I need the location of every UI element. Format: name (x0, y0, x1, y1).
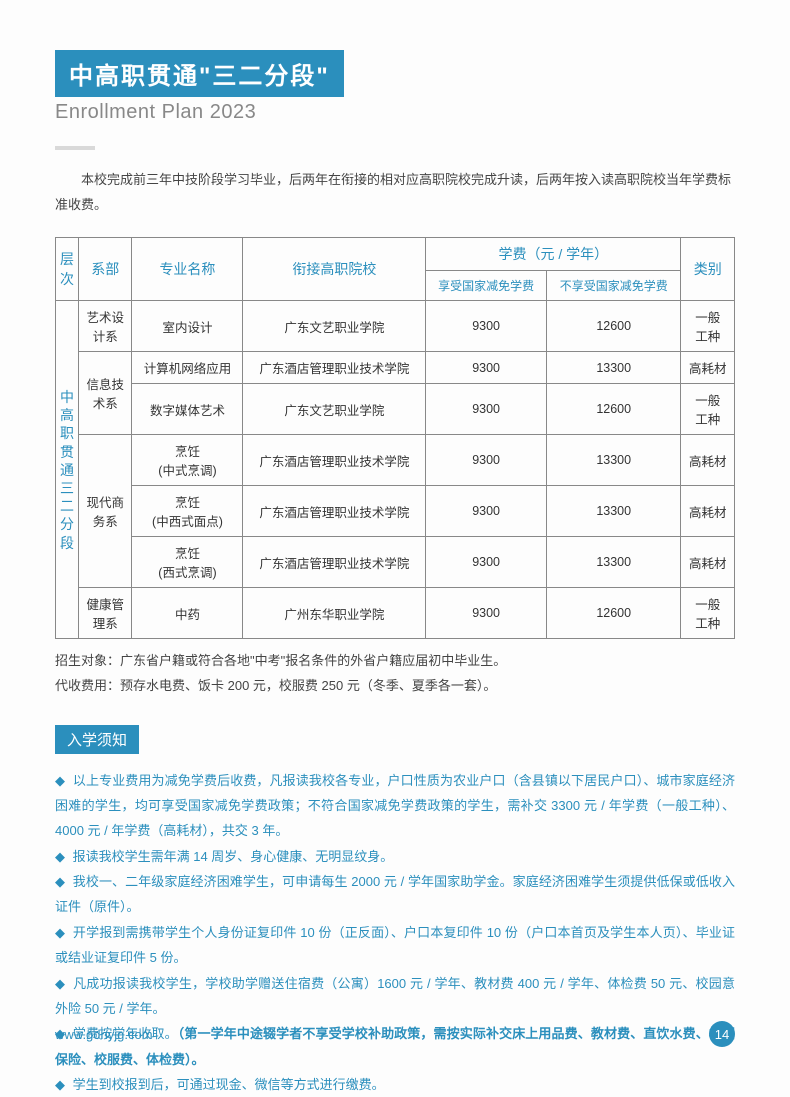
notice-heading: 入学须知 (55, 725, 139, 754)
table-row: 数字媒体艺术广东文艺职业学院930012600一般工种 (56, 384, 735, 435)
notice-item: ◆ 学生到校报到后，可通过现金、微信等方式进行缴费。 (55, 1072, 735, 1097)
major-cell: 烹饪(西式烹调) (132, 537, 243, 588)
category-cell: 高耗材 (681, 486, 735, 537)
fee1-cell: 9300 (426, 486, 547, 537)
notice-list: ◆ 以上专业费用为减免学费后收费，凡报读我校各专业，户口性质为农业户口（含县镇以… (55, 768, 735, 1097)
major-cell: 数字媒体艺术 (132, 384, 243, 435)
post-table-notes: 招生对象：广东省户籍或符合各地"中考"报名条件的外省户籍应届初中毕业生。 代收费… (55, 649, 735, 698)
th-category: 类别 (681, 238, 735, 301)
divider (55, 146, 95, 150)
category-cell: 高耗材 (681, 537, 735, 588)
table-row: 烹饪(西式烹调)广东酒店管理职业技术学院930013300高耗材 (56, 537, 735, 588)
fee2-cell: 13300 (546, 486, 681, 537)
page-number: 14 (709, 1021, 735, 1047)
fee1-cell: 9300 (426, 301, 547, 352)
title-english: Enrollment Plan 2023 (55, 101, 735, 124)
major-cell: 室内设计 (132, 301, 243, 352)
category-cell: 一般工种 (681, 384, 735, 435)
college-cell: 广东酒店管理职业技术学院 (243, 435, 426, 486)
notice-item: ◆ 以上专业费用为减免学费后收费，凡报读我校各专业，户口性质为农业户口（含县镇以… (55, 768, 735, 844)
fee2-cell: 12600 (546, 384, 681, 435)
note-line: 招生对象：广东省户籍或符合各地"中考"报名条件的外省户籍应届初中毕业生。 (55, 649, 735, 674)
fee1-cell: 9300 (426, 537, 547, 588)
title-chinese: 中高职贯通"三二分段" (55, 50, 344, 97)
th-major: 专业名称 (132, 238, 243, 301)
college-cell: 广东酒店管理职业技术学院 (243, 352, 426, 384)
fee2-cell: 12600 (546, 588, 681, 639)
footer-url: www.gdnyjg.com (55, 1027, 153, 1042)
table-row: 中高职贯通三二分段艺术设计系室内设计广东文艺职业学院930012600一般工种 (56, 301, 735, 352)
table-row: 现代商务系烹饪(中式烹调)广东酒店管理职业技术学院930013300高耗材 (56, 435, 735, 486)
dept-cell: 现代商务系 (79, 435, 132, 588)
category-cell: 一般工种 (681, 301, 735, 352)
notice-item: ◆ 我校一、二年级家庭经济困难学生，可申请每生 2000 元 / 学年国家助学金… (55, 869, 735, 920)
fee1-cell: 9300 (426, 435, 547, 486)
fee1-cell: 9300 (426, 384, 547, 435)
th-level: 层次 (56, 238, 79, 301)
notice-item: ◆ 开学报到需携带学生个人身份证复印件 10 份（正反面）、户口本复印件 10 … (55, 920, 735, 971)
category-cell: 一般工种 (681, 588, 735, 639)
th-fee: 学费（元 / 学年） (426, 238, 681, 271)
college-cell: 广东文艺职业学院 (243, 384, 426, 435)
dept-cell: 艺术设计系 (79, 301, 132, 352)
fee1-cell: 9300 (426, 588, 547, 639)
th-dept: 系部 (79, 238, 132, 301)
th-fee-sub2: 不享受国家减免学费 (546, 271, 681, 301)
fee1-cell: 9300 (426, 352, 547, 384)
dept-cell: 健康管理系 (79, 588, 132, 639)
major-cell: 计算机网络应用 (132, 352, 243, 384)
college-cell: 广州东华职业学院 (243, 588, 426, 639)
college-cell: 广东酒店管理职业技术学院 (243, 486, 426, 537)
college-cell: 广东文艺职业学院 (243, 301, 426, 352)
table-row: 健康管理系中药广州东华职业学院930012600一般工种 (56, 588, 735, 639)
fee2-cell: 12600 (546, 301, 681, 352)
th-college: 衔接高职院校 (243, 238, 426, 301)
category-cell: 高耗材 (681, 352, 735, 384)
intro-paragraph: 本校完成前三年中技阶段学习毕业，后两年在衔接的相对应高职院校完成升读，后两年按入… (55, 168, 735, 217)
notice-item: ◆ 凡成功报读我校学生，学校助学赠送住宿费（公寓）1600 元 / 学年、教材费… (55, 971, 735, 1022)
fee2-cell: 13300 (546, 352, 681, 384)
category-cell: 高耗材 (681, 435, 735, 486)
major-cell: 烹饪(中式烹调) (132, 435, 243, 486)
table-row: 信息技术系计算机网络应用广东酒店管理职业技术学院930013300高耗材 (56, 352, 735, 384)
major-cell: 中药 (132, 588, 243, 639)
th-fee-sub1: 享受国家减免学费 (426, 271, 547, 301)
fee2-cell: 13300 (546, 537, 681, 588)
table-row: 烹饪(中西式面点)广东酒店管理职业技术学院930013300高耗材 (56, 486, 735, 537)
notice-item: ◆ 报读我校学生需年满 14 周岁、身心健康、无明显纹身。 (55, 844, 735, 869)
college-cell: 广东酒店管理职业技术学院 (243, 537, 426, 588)
major-cell: 烹饪(中西式面点) (132, 486, 243, 537)
enrollment-table: 层次 系部 专业名称 衔接高职院校 学费（元 / 学年） 类别 享受国家减免学费… (55, 237, 735, 639)
fee2-cell: 13300 (546, 435, 681, 486)
dept-cell: 信息技术系 (79, 352, 132, 435)
level-cell: 中高职贯通三二分段 (56, 301, 79, 639)
footer: www.gdnyjg.com 14 (55, 1021, 735, 1047)
note-line: 代收费用：预存水电费、饭卡 200 元，校服费 250 元（冬季、夏季各一套）。 (55, 674, 735, 699)
title-block: 中高职贯通"三二分段" Enrollment Plan 2023 (55, 50, 735, 124)
